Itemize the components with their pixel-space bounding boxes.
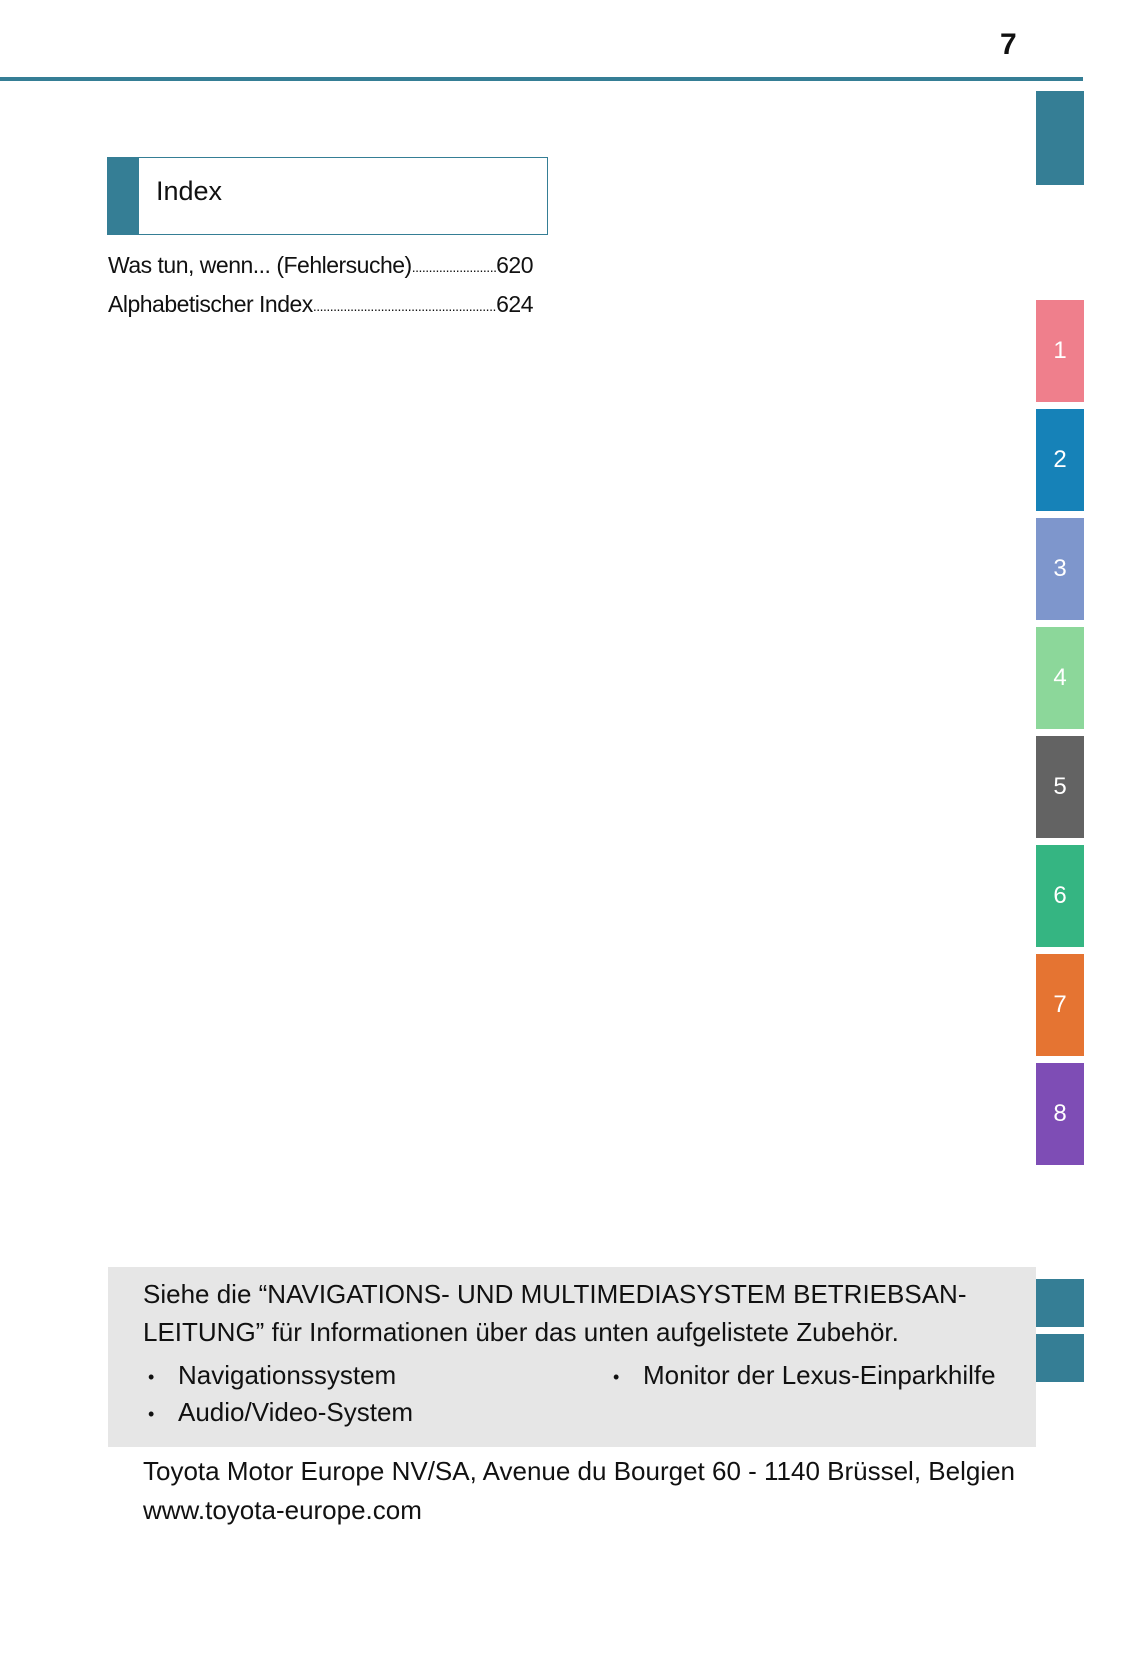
note-text: Siehe die “NAVIGATIONS- UND MULTIMEDIASY… bbox=[143, 1279, 967, 1347]
page-number: 7 bbox=[1000, 28, 1017, 61]
section-tab[interactable] bbox=[1036, 91, 1084, 185]
chapter-tab-3[interactable]: 3 bbox=[1036, 518, 1084, 620]
chapter-tab-6[interactable]: 6 bbox=[1036, 845, 1084, 947]
list-item-label: Navigationssystem bbox=[178, 1360, 397, 1390]
chapter-tab-5[interactable]: 5 bbox=[1036, 736, 1084, 838]
chapter-tab-1[interactable]: 1 bbox=[1036, 300, 1084, 402]
publisher-url[interactable]: www.toyota-europe.com bbox=[143, 1495, 422, 1525]
list-item-label: Audio/Video-System bbox=[178, 1397, 414, 1427]
section-tab[interactable] bbox=[1036, 1334, 1084, 1382]
section-tab[interactable] bbox=[1036, 1279, 1084, 1327]
toc-entry[interactable]: Was tun, wenn... (Fehlersuche) 620 bbox=[108, 252, 533, 279]
accessory-note: Siehe die “NAVIGATIONS- UND MULTIMEDIASY… bbox=[108, 1267, 1036, 1447]
toc-entry[interactable]: Alphabetischer Index 624 bbox=[108, 291, 533, 318]
toc-label: Alphabetischer Index bbox=[108, 291, 313, 317]
section-title: Index bbox=[156, 176, 223, 206]
list-item-label: Monitor der Lexus-Einparkhilfe bbox=[643, 1360, 996, 1390]
bullet-icon: • bbox=[613, 1366, 620, 1387]
toc-page: 620 bbox=[496, 252, 533, 278]
toc-label: Was tun, wenn... (Fehlersuche) bbox=[108, 252, 412, 278]
section-header: Index bbox=[107, 157, 548, 235]
toc-page: 624 bbox=[496, 291, 533, 317]
toc-leader bbox=[412, 259, 496, 279]
section-header-bar bbox=[108, 158, 139, 234]
list-item: • Navigationssystem bbox=[148, 1360, 396, 1391]
bullet-icon: • bbox=[148, 1366, 155, 1387]
chapter-tab-8[interactable]: 8 bbox=[1036, 1063, 1084, 1165]
publisher-footer: Toyota Motor Europe NV/SA, Avenue du Bou… bbox=[143, 1452, 1015, 1530]
list-item: • Monitor der Lexus-Einparkhilfe bbox=[613, 1360, 996, 1391]
chapter-tab-7[interactable]: 7 bbox=[1036, 954, 1084, 1056]
bullet-icon: • bbox=[148, 1403, 155, 1424]
chapter-tab-4[interactable]: 4 bbox=[1036, 627, 1084, 729]
header-rule bbox=[0, 77, 1083, 81]
chapter-tab-2[interactable]: 2 bbox=[1036, 409, 1084, 511]
publisher-address: Toyota Motor Europe NV/SA, Avenue du Bou… bbox=[143, 1456, 1016, 1486]
toc-leader bbox=[313, 298, 496, 318]
list-item: • Audio/Video-System bbox=[148, 1397, 413, 1428]
